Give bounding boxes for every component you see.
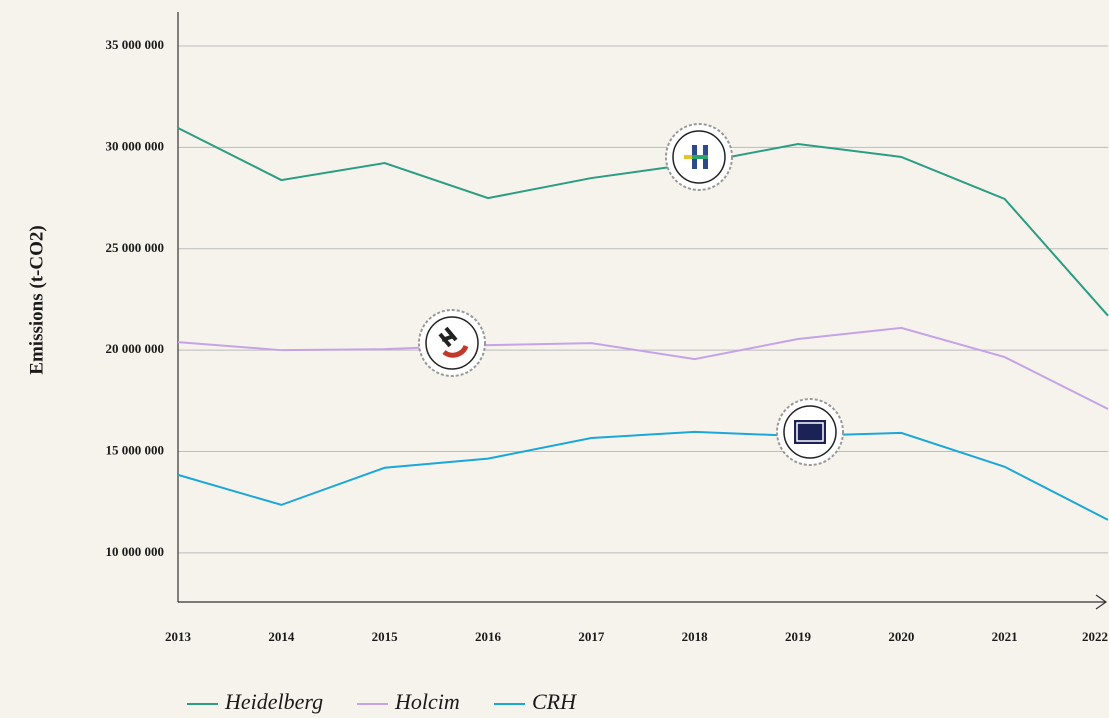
heidelberg-logo [665,123,733,191]
series-line [177,326,1109,410]
legend-label: Holcim [394,689,460,714]
y-tick-label: 10 000 000 [106,544,165,559]
x-tick-label: 2016 [475,629,502,644]
y-tick-label: 20 000 000 [106,341,165,356]
x-tick-label: 2013 [165,629,192,644]
y-tick-label: 35 000 000 [106,37,165,52]
logo-shape [442,344,469,358]
grid [178,45,1108,554]
x-tick-label: 2018 [682,629,709,644]
y-tick-label: 25 000 000 [106,240,165,255]
logos [418,123,844,466]
x-tick-label: 2022 [1082,629,1108,644]
holcim-logo [418,309,486,377]
legend-label: CRH [532,689,577,714]
legend-label: Heidelberg [224,689,323,714]
x-tick-label: 2019 [785,629,812,644]
x-tick-label: 2020 [888,629,914,644]
y-tick-label: 30 000 000 [106,138,165,153]
logo-shape [692,155,708,159]
x-tick-label: 2014 [268,629,295,644]
logo-shape [796,422,824,442]
x-axis-arrow [1095,594,1108,610]
logo-shape [438,326,458,348]
ticks: 10 000 000 15 000 000 20 000 000 25 000 000… [106,37,1109,644]
series-line [177,127,1109,317]
y-tick-label: 15 000 000 [106,443,165,458]
x-tick-label: 2015 [372,629,399,644]
x-tick-label: 2021 [992,629,1018,644]
logo-shape [425,316,479,370]
crh-logo [776,398,844,466]
series-line [177,430,1109,521]
legend: Heidelberg Holcim CRH [187,689,577,714]
x-tick-label: 2017 [578,629,605,644]
lines [177,127,1109,521]
y-axis-label: Emissions (t-CO2) [26,225,47,374]
logo-shape [794,420,826,444]
